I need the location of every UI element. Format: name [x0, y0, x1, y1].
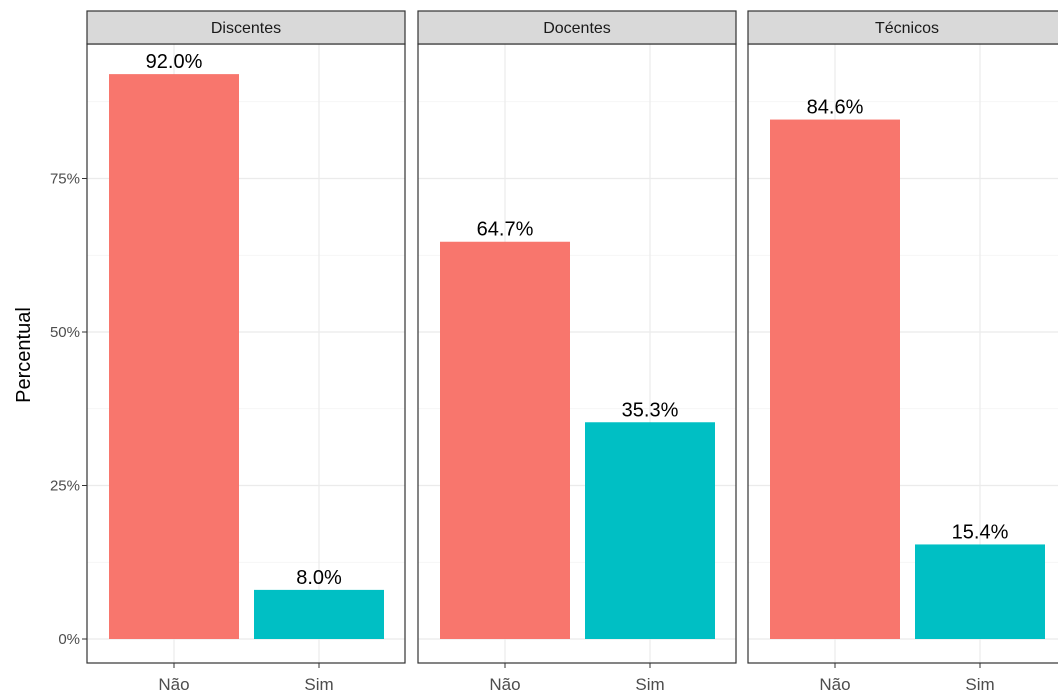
x-tick-label: Não [489, 675, 520, 694]
y-axis: 0% 25% 50% 75% [50, 171, 87, 649]
facet-panels: 92.0% 8.0% Discentes Não Sim 64.7% 35.3% Docent… [87, 11, 1058, 694]
bar-nao [109, 74, 239, 639]
y-tick-label: 25% [50, 478, 80, 495]
bar-sim [585, 422, 715, 639]
bar-sim [254, 590, 384, 639]
x-tick-label: Não [819, 675, 850, 694]
x-tick-label: Sim [965, 675, 994, 694]
bar-sim [915, 544, 1045, 639]
bar-nao [440, 242, 570, 639]
facet-panel: 92.0% 8.0% Discentes Não Sim [87, 11, 405, 694]
bar-value-label: 15.4% [952, 521, 1009, 543]
y-tick-label: 50% [50, 324, 80, 341]
y-tick-label: 75% [50, 171, 80, 188]
x-tick-label: Não [158, 675, 189, 694]
x-tick-label: Sim [635, 675, 664, 694]
facet-strip-label: Discentes [211, 20, 281, 37]
y-tick-label: 0% [58, 631, 80, 648]
bar-value-label: 92.0% [146, 51, 203, 73]
bar-value-label: 35.3% [622, 399, 679, 421]
bar-value-label: 64.7% [477, 219, 534, 241]
facet-strip-label: Técnicos [875, 20, 939, 37]
bar-value-label: 84.6% [807, 97, 864, 119]
facet-panel: 84.6% 15.4% Técnicos Não Sim [748, 11, 1058, 694]
bar-value-label: 8.0% [296, 567, 342, 589]
y-axis-title: Percentual [13, 307, 35, 403]
facet-strip-label: Docentes [543, 20, 611, 37]
facet-panel: 64.7% 35.3% Docentes Não Sim [418, 11, 736, 694]
x-tick-label: Sim [304, 675, 333, 694]
bar-nao [770, 120, 900, 639]
